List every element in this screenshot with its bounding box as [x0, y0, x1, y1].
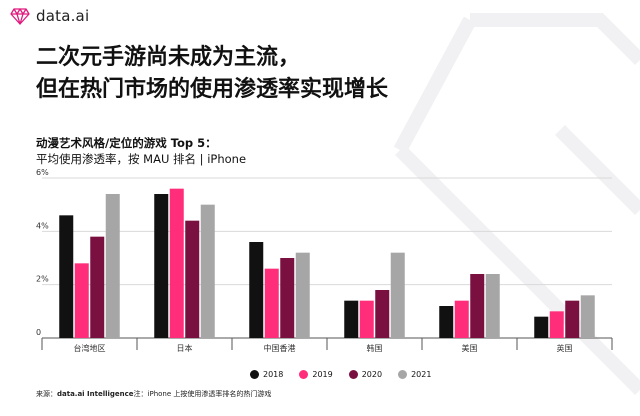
x-tick-label: 美国: [462, 343, 478, 353]
bar-2021-3: [390, 252, 405, 338]
y-tick-label: 2%: [36, 275, 49, 284]
bar-2020-3: [375, 290, 390, 338]
legend-swatch: [348, 370, 358, 379]
bar-2020-1: [185, 220, 200, 338]
bar-2020-4: [470, 274, 485, 338]
legend-item-2018: 2018: [250, 370, 283, 379]
bar-2021-5: [580, 295, 595, 338]
chart-legend: 2018 2019 2020 2021: [250, 370, 431, 379]
bar-2019-1: [169, 188, 184, 338]
legend-item-2021: 2021: [398, 370, 431, 379]
bar-2018-0: [59, 215, 74, 338]
legend-swatch: [398, 370, 408, 379]
chart-subtitle-block: 动漫艺术风格/定位的游戏 Top 5： 平均使用渗透率，按 MAU 排名 | i…: [36, 135, 246, 167]
bar-2018-4: [439, 306, 454, 338]
x-tick-label: 台湾地区: [74, 343, 106, 353]
bar-2021-2: [295, 252, 310, 338]
bar-2020-5: [565, 300, 580, 338]
headline-line-1: 二次元手游尚未成为主流，: [36, 45, 301, 70]
bar-2019-3: [359, 300, 374, 338]
bar-2018-2: [249, 242, 264, 338]
bar-2021-4: [485, 274, 500, 338]
bar-2019-0: [74, 263, 89, 338]
footnote-note: 注：iPhone 上按使用渗透率排名的热门游戏: [133, 390, 272, 398]
footnote-source-name: data.ai Intelligence: [57, 390, 134, 398]
bar-2020-0: [90, 236, 105, 338]
legend-label: 2019: [312, 370, 333, 379]
footnote: 来源：data.ai Intelligence注：iPhone 上按使用渗透率排…: [36, 389, 271, 399]
legend-label: 2020: [361, 370, 383, 379]
x-tick-label: 中国香港: [264, 343, 296, 353]
bar-2019-4: [454, 300, 469, 338]
brand-name: data.ai: [36, 7, 90, 25]
bar-2018-5: [534, 316, 549, 338]
bar-2019-2: [264, 268, 279, 338]
x-tick-label: 英国: [557, 343, 573, 353]
bar-2021-1: [200, 204, 215, 338]
x-tick-label: 日本: [177, 343, 193, 353]
bar-2019-5: [549, 311, 564, 338]
footnote-source-label: 来源：: [36, 390, 57, 398]
y-tick-label: 6%: [36, 168, 49, 177]
y-tick-label: 0: [36, 328, 41, 337]
y-tick-label: 4%: [36, 221, 49, 230]
chart-subtitle: 平均使用渗透率，按 MAU 排名 | iPhone: [36, 152, 247, 166]
bar-2018-1: [154, 194, 169, 338]
legend-label: 2021: [411, 370, 432, 379]
chart-title: 动漫艺术风格/定位的游戏 Top 5：: [36, 136, 217, 150]
diamond-logo-icon: [10, 8, 30, 25]
bar-2021-0: [105, 194, 120, 338]
legend-swatch: [299, 370, 309, 379]
brand-logo: data.ai: [10, 6, 89, 26]
legend-swatch: [250, 370, 259, 379]
legend-item-2020: 2020: [348, 370, 383, 379]
legend-label: 2018: [263, 370, 284, 379]
x-tick-label: 韩国: [367, 343, 383, 353]
bar-2020-2: [280, 258, 295, 338]
legend-item-2019: 2019: [299, 370, 333, 379]
headline: 二次元手游尚未成为主流， 但在热门市场的使用渗透率实现增长: [36, 42, 388, 106]
bar-2018-3: [344, 300, 359, 338]
headline-line-2: 但在热门市场的使用渗透率实现增长: [36, 77, 389, 102]
